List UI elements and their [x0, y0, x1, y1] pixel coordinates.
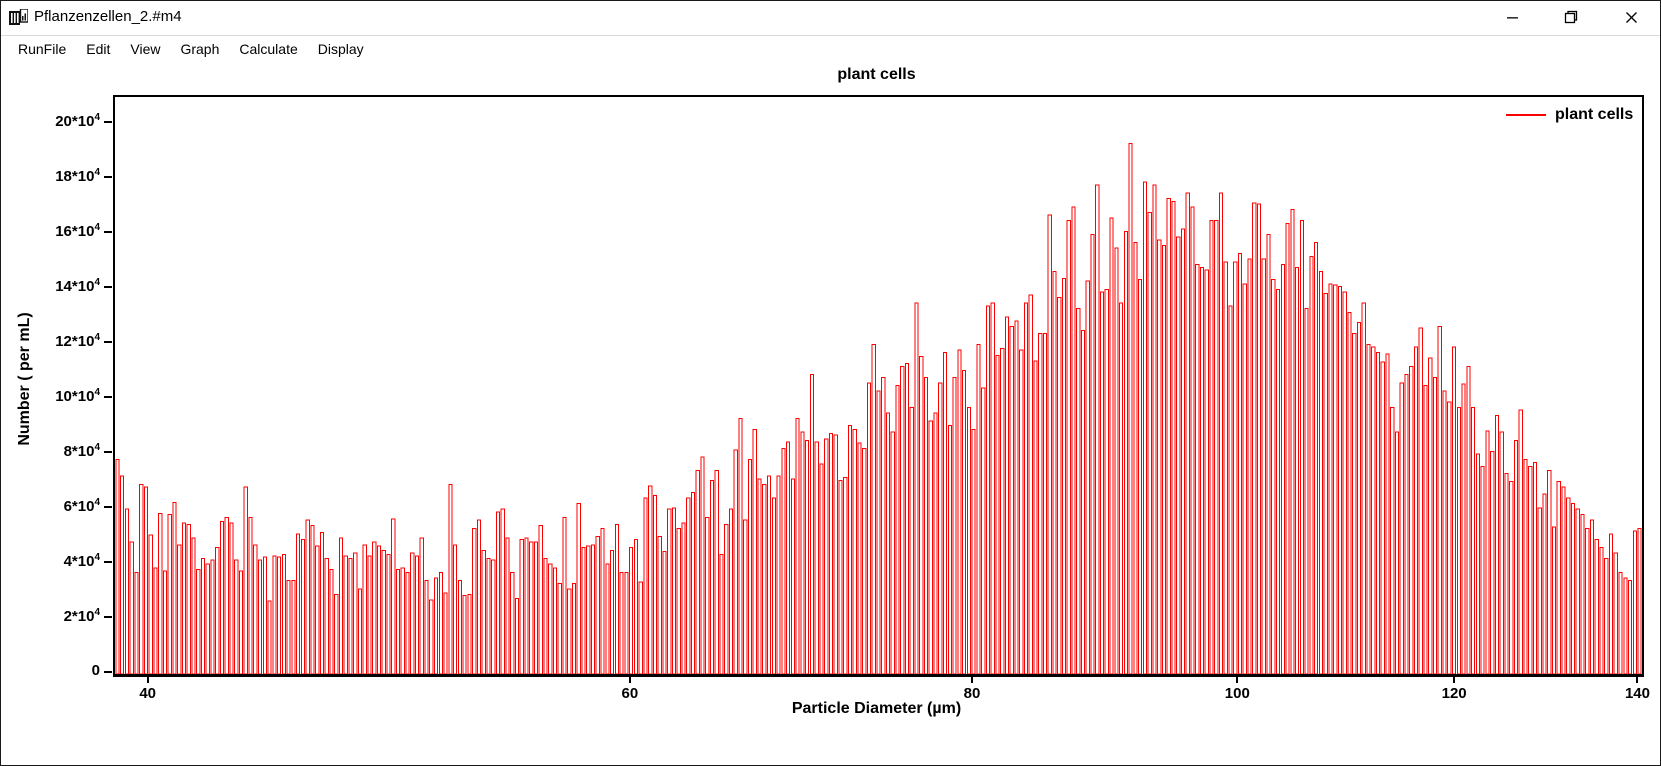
x-tick-mark — [146, 675, 149, 683]
titlebar-separator — [0, 35, 1661, 36]
histogram-bars — [115, 143, 1642, 674]
x-tick-label: 100 — [1224, 685, 1250, 702]
minimize-icon — [1506, 16, 1518, 18]
menu-runfile[interactable]: RunFile — [18, 41, 67, 57]
app-icon — [9, 9, 28, 25]
x-tick-label: 120 — [1441, 685, 1467, 702]
y-tick-mark — [104, 121, 112, 124]
x-tick-mark — [1236, 675, 1239, 683]
menu-edit[interactable]: Edit — [86, 41, 111, 57]
plot-area: plant cells — [113, 95, 1644, 677]
menu-display[interactable]: Display — [317, 41, 364, 57]
x-tick-label: 60 — [621, 685, 639, 702]
y-tick-mark — [104, 231, 112, 234]
x-tick-label: 140 — [1624, 685, 1650, 702]
window-title: Pflanzenzellen_2.#m4 — [34, 8, 182, 25]
titlebar: Pflanzenzellen_2.#m4 — [0, 0, 1661, 35]
chart-title: plant cells — [837, 66, 916, 83]
y-tick-label: 14*104 — [55, 277, 100, 296]
close-icon — [1625, 11, 1637, 23]
restore-icon — [1564, 10, 1578, 24]
x-tick-mark — [970, 675, 973, 683]
x-tick-label: 40 — [139, 685, 157, 702]
y-tick-label: 18*104 — [55, 167, 100, 186]
x-tick-label: 80 — [963, 685, 981, 702]
menu-graph[interactable]: Graph — [180, 41, 220, 57]
y-tick-mark — [104, 561, 112, 564]
menu-calculate[interactable]: Calculate — [239, 41, 298, 57]
y-tick-mark — [104, 671, 112, 673]
y-tick-mark — [104, 396, 112, 399]
legend-label: plant cells — [1555, 106, 1634, 123]
x-tick-mark — [1453, 675, 1456, 683]
y-tick-mark — [104, 616, 112, 619]
y-tick-label: 12*104 — [55, 332, 100, 351]
y-tick-mark — [104, 506, 112, 509]
legend-line-sample — [1506, 114, 1546, 116]
y-tick-label: 4*104 — [63, 552, 100, 571]
y-tick-mark — [104, 176, 112, 179]
y-tick-label: 8*104 — [63, 442, 100, 461]
minimize-button[interactable] — [1487, 0, 1537, 34]
legend: plant cells — [1506, 106, 1633, 124]
y-tick-mark — [104, 286, 112, 289]
maximize-button[interactable] — [1546, 0, 1596, 34]
y-tick-label: 10*104 — [55, 387, 100, 406]
y-tick-label: 20*104 — [55, 112, 100, 131]
y-tick-label: 2*104 — [63, 607, 100, 626]
x-axis-title: Particle Diameter (µm) — [791, 700, 962, 717]
menu-view[interactable]: View — [130, 41, 161, 57]
y-tick-label: 6*104 — [63, 497, 100, 516]
close-button[interactable] — [1606, 0, 1656, 34]
x-tick-mark — [1636, 675, 1639, 683]
y-tick-mark — [104, 451, 112, 454]
x-tick-mark — [628, 675, 631, 683]
y-tick-mark — [104, 341, 112, 344]
y-tick-label: 0 — [91, 662, 100, 679]
y-tick-label: 16*104 — [55, 222, 100, 241]
menubar: RunFile Edit View Graph Calculate Displa… — [0, 36, 1661, 62]
